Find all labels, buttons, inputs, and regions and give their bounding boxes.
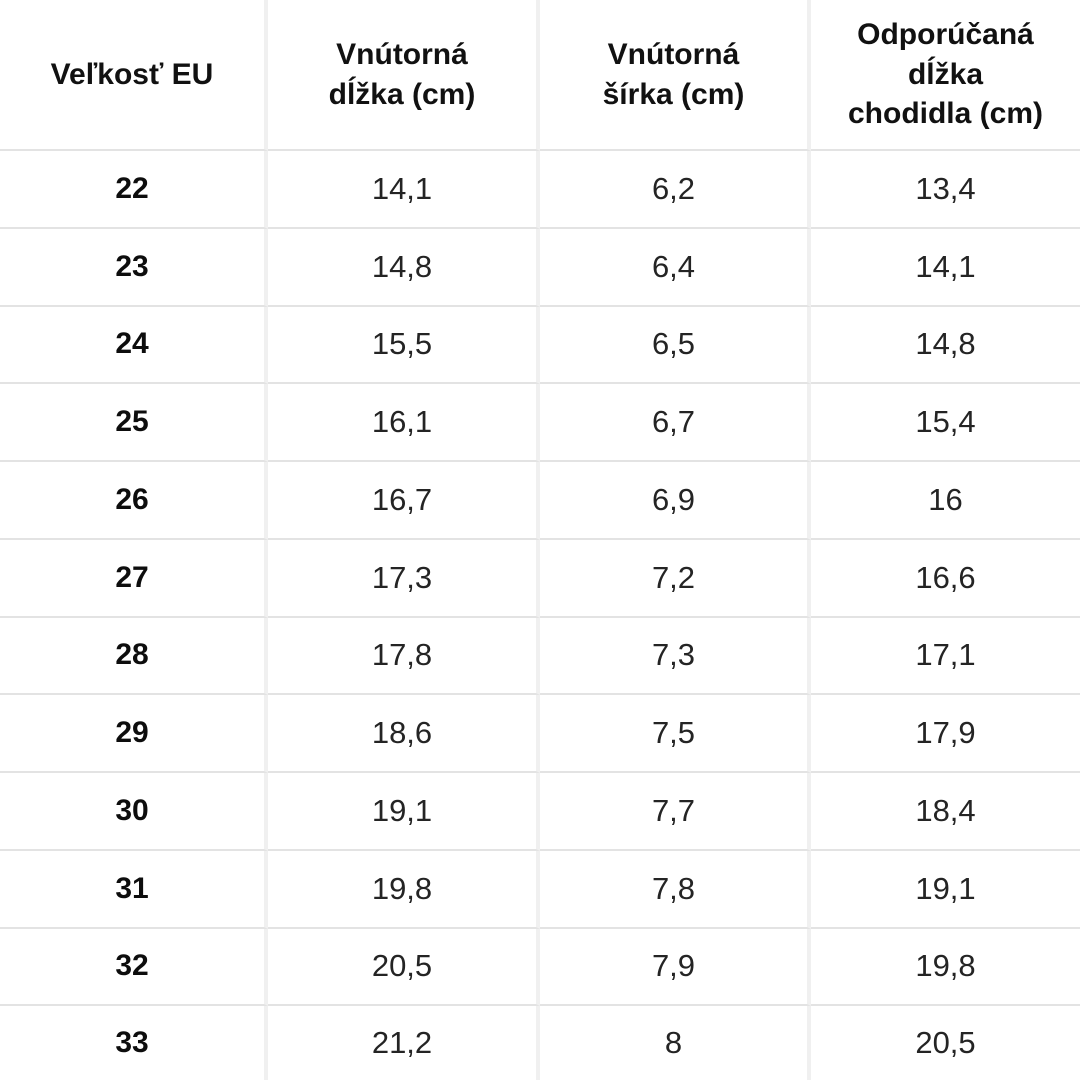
col-header-recommended-foot-length: Odporúčaná dĺžka chodidla (cm) bbox=[811, 0, 1080, 151]
table-row: 29 18,6 7,5 17,9 bbox=[0, 695, 1080, 773]
eu-size-cell: 27 bbox=[0, 539, 268, 618]
table-row: 30 19,1 7,7 18,4 bbox=[0, 773, 1080, 851]
value-cell: 14,8 bbox=[268, 228, 540, 307]
col-header-inner-length: Vnútorná dĺžka (cm) bbox=[268, 0, 540, 151]
eu-size-cell: 26 bbox=[0, 462, 268, 540]
value-cell: 16,7 bbox=[268, 462, 540, 540]
eu-size-cell: 33 bbox=[0, 1006, 268, 1080]
header-line: dĺžka bbox=[907, 57, 984, 91]
value-cell: 6,5 bbox=[540, 306, 811, 385]
value-cell: 21,2 bbox=[268, 1006, 540, 1080]
value-cell: 7,3 bbox=[540, 617, 811, 696]
value-cell: 19,8 bbox=[268, 850, 540, 929]
value-cell: 16 bbox=[811, 462, 1080, 540]
value-cell: 15,4 bbox=[811, 384, 1080, 462]
value-cell: 20,5 bbox=[268, 928, 540, 1007]
value-cell: 19,1 bbox=[811, 850, 1080, 929]
header-line: Veľkosť EU bbox=[50, 57, 214, 91]
table-row: 24 15,5 6,5 14,8 bbox=[0, 306, 1080, 385]
header-line: chodidla (cm) bbox=[847, 97, 1043, 131]
value-cell: 14,8 bbox=[811, 306, 1080, 385]
table-row: 31 19,8 7,8 19,1 bbox=[0, 850, 1080, 929]
table-row: 23 14,8 6,4 14,1 bbox=[0, 228, 1080, 307]
col-header-eu-size: Veľkosť EU bbox=[0, 0, 268, 151]
eu-size-cell: 29 bbox=[0, 695, 268, 773]
table-row: 28 17,8 7,3 17,1 bbox=[0, 617, 1080, 696]
eu-size-cell: 22 bbox=[0, 151, 268, 229]
value-cell: 7,2 bbox=[540, 539, 811, 618]
table-row: 33 21,2 8 20,5 bbox=[0, 1006, 1080, 1080]
value-cell: 20,5 bbox=[811, 1006, 1080, 1080]
eu-size-cell: 24 bbox=[0, 306, 268, 385]
header-line: Vnútorná bbox=[336, 37, 468, 71]
table-row: 32 20,5 7,9 19,8 bbox=[0, 928, 1080, 1007]
header-line: Vnútorná bbox=[607, 37, 740, 71]
value-cell: 19,8 bbox=[811, 928, 1080, 1007]
table-header: Veľkosť EU Vnútorná dĺžka (cm) Vnútorná … bbox=[0, 0, 1080, 151]
value-cell: 6,2 bbox=[540, 151, 811, 229]
eu-size-cell: 31 bbox=[0, 850, 268, 929]
header-line: Odporúčaná bbox=[857, 18, 1034, 52]
eu-size-cell: 25 bbox=[0, 384, 268, 462]
header-line: šírka (cm) bbox=[602, 77, 745, 111]
value-cell: 8 bbox=[540, 1006, 811, 1080]
col-header-inner-width: Vnútorná šírka (cm) bbox=[540, 0, 811, 151]
value-cell: 7,5 bbox=[540, 695, 811, 773]
table-row: 25 16,1 6,7 15,4 bbox=[0, 384, 1080, 462]
value-cell: 7,8 bbox=[540, 850, 811, 929]
value-cell: 16,1 bbox=[268, 384, 540, 462]
value-cell: 14,1 bbox=[268, 151, 540, 229]
value-cell: 17,9 bbox=[811, 695, 1080, 773]
value-cell: 14,1 bbox=[811, 228, 1080, 307]
value-cell: 6,9 bbox=[540, 462, 811, 540]
value-cell: 18,6 bbox=[268, 695, 540, 773]
table-row: 26 16,7 6,9 16 bbox=[0, 462, 1080, 540]
value-cell: 17,8 bbox=[268, 617, 540, 696]
value-cell: 6,4 bbox=[540, 228, 811, 307]
value-cell: 17,3 bbox=[268, 539, 540, 618]
eu-size-cell: 28 bbox=[0, 617, 268, 696]
value-cell: 18,4 bbox=[811, 773, 1080, 851]
eu-size-cell: 32 bbox=[0, 928, 268, 1007]
table-row: 27 17,3 7,2 16,6 bbox=[0, 539, 1080, 618]
eu-size-cell: 30 bbox=[0, 773, 268, 851]
value-cell: 7,7 bbox=[540, 773, 811, 851]
header-line: dĺžka (cm) bbox=[328, 77, 476, 111]
value-cell: 15,5 bbox=[268, 306, 540, 385]
value-cell: 17,1 bbox=[811, 617, 1080, 696]
header-row: Veľkosť EU Vnútorná dĺžka (cm) Vnútorná … bbox=[0, 0, 1080, 151]
value-cell: 7,9 bbox=[540, 928, 811, 1007]
table-body: 22 14,1 6,2 13,4 23 14,8 6,4 14,1 24 15,5 6,5 14,8 2… bbox=[0, 151, 1080, 1080]
table-row: 22 14,1 6,2 13,4 bbox=[0, 151, 1080, 229]
value-cell: 13,4 bbox=[811, 151, 1080, 229]
value-cell: 16,6 bbox=[811, 539, 1080, 618]
value-cell: 6,7 bbox=[540, 384, 811, 462]
value-cell: 19,1 bbox=[268, 773, 540, 851]
eu-size-cell: 23 bbox=[0, 228, 268, 307]
